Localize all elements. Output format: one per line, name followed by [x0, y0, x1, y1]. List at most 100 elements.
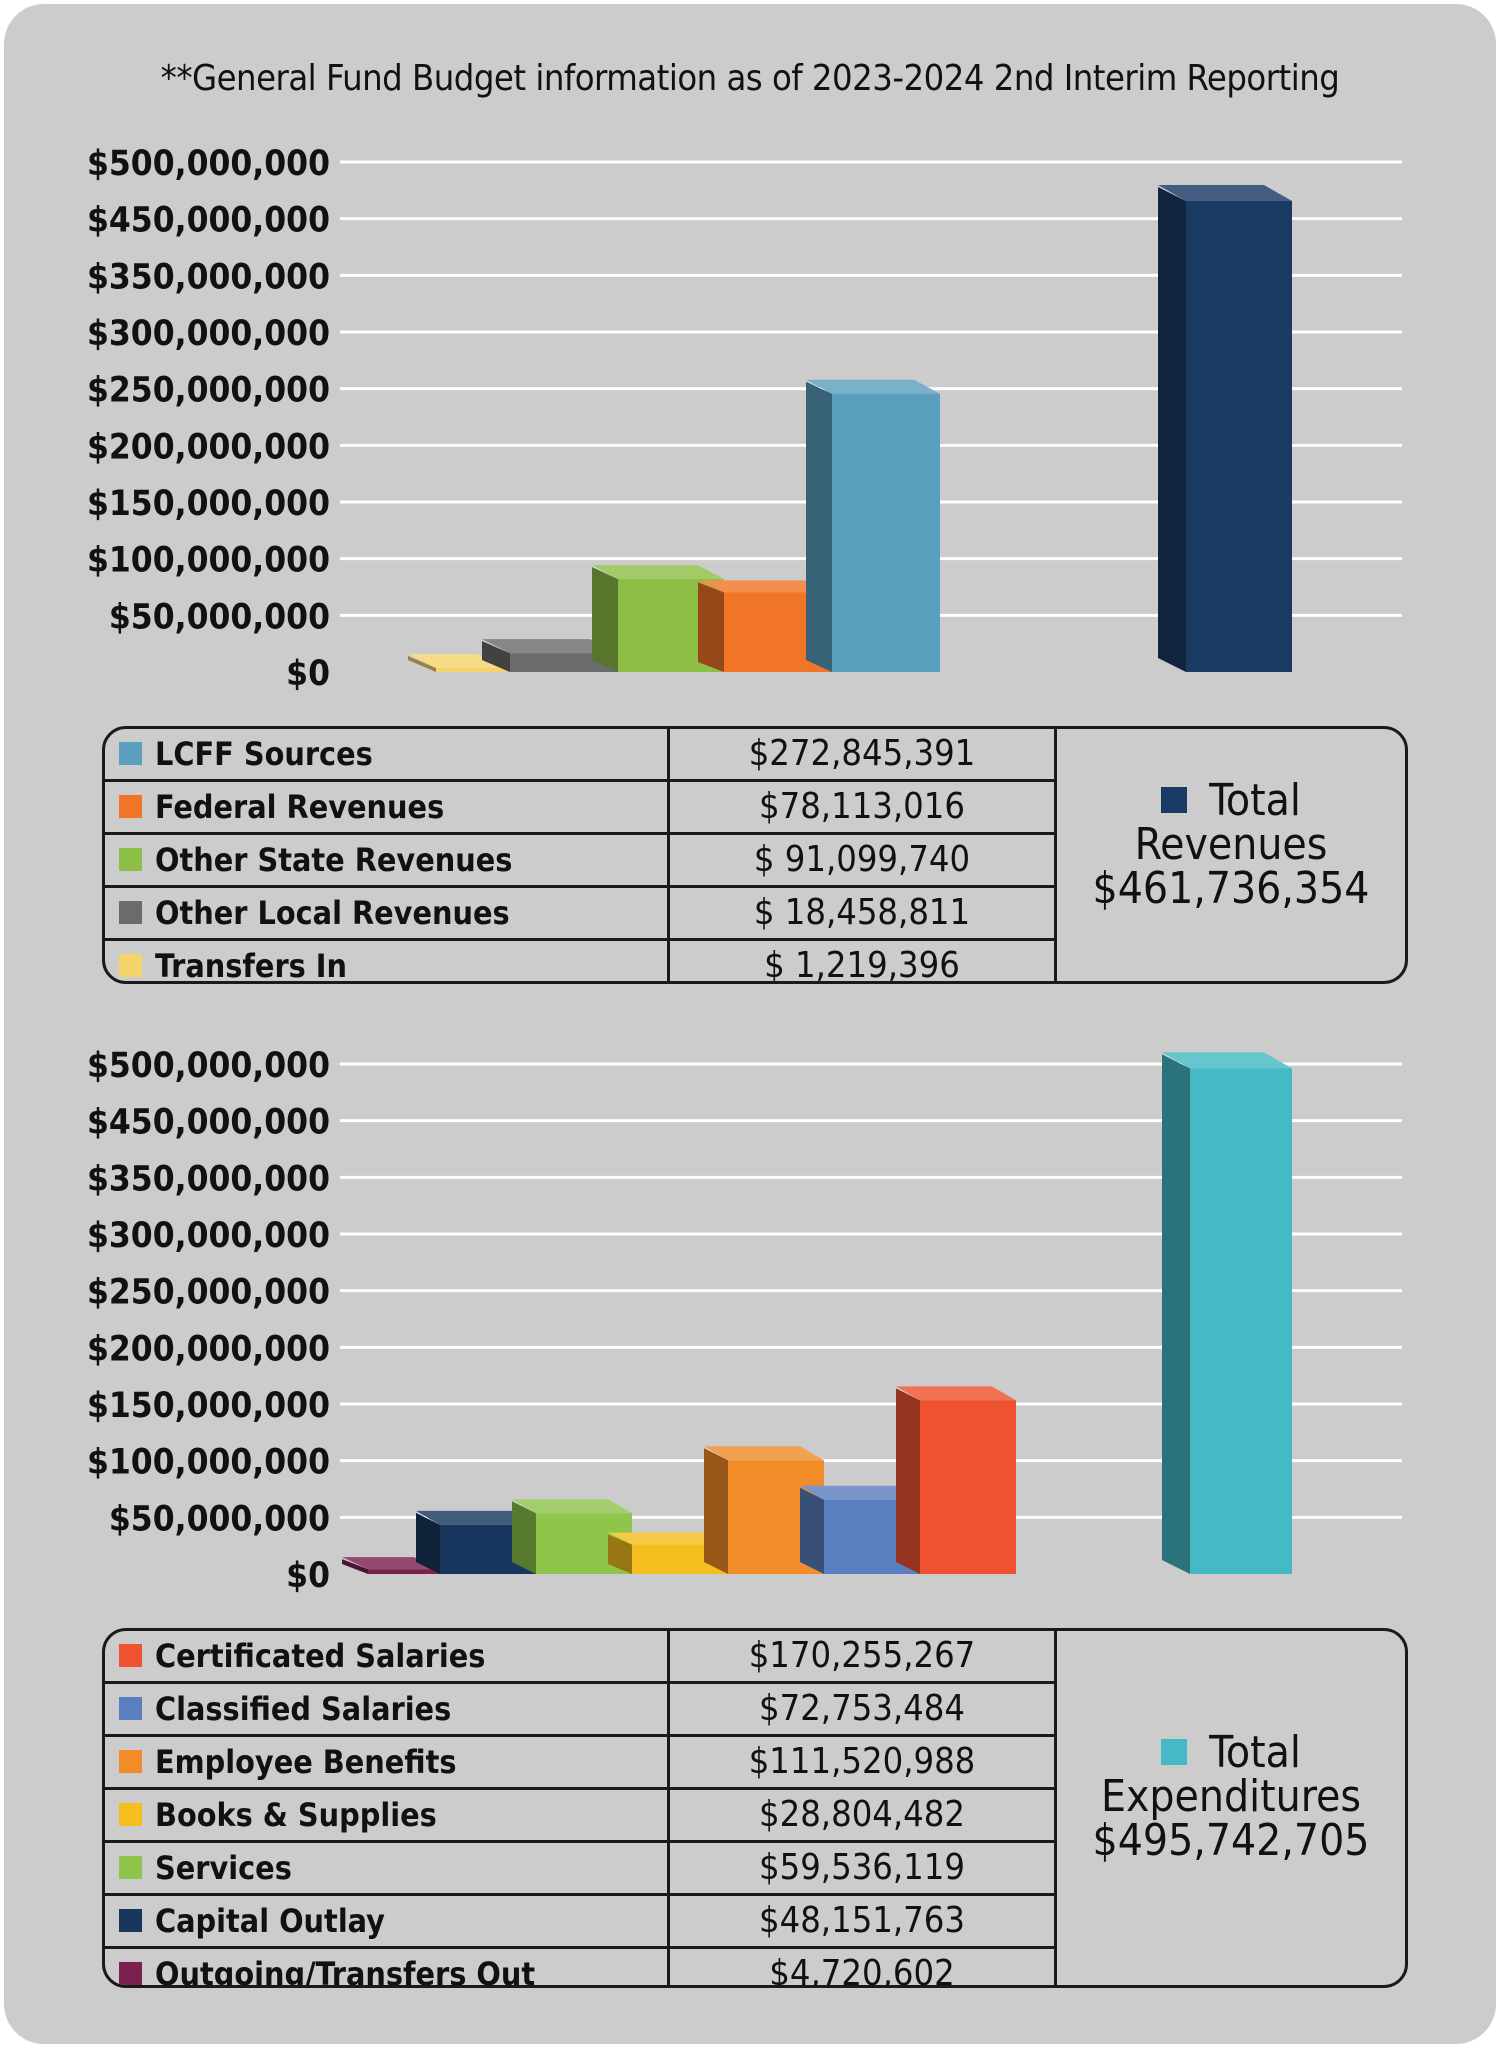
expenditures-table: Certificated Salaries $170,255,267 Class…: [102, 1628, 1408, 1988]
bar-top: [512, 1499, 632, 1514]
row-value: $ 18,458,811: [753, 892, 971, 933]
row-value: $111,520,988: [748, 1741, 976, 1782]
legend-swatch: [119, 1697, 142, 1720]
table-row: Other Local Revenues $ 18,458,811: [105, 888, 1054, 941]
y-tick-label: $50,000,000: [109, 1499, 330, 1539]
row-label: Books & Supplies: [155, 1796, 437, 1834]
total-label-2: Expenditures: [1100, 1771, 1362, 1822]
bar-outgoing-transfers-out: [342, 1557, 440, 1574]
row-value: $78,113,016: [759, 786, 965, 827]
bar-total-expenditures: [1162, 1052, 1292, 1574]
row-value: $72,753,484: [759, 1688, 965, 1729]
table-row: Capital Outlay $48,151,763: [105, 1896, 1054, 1949]
bar-total-revenues: [1158, 185, 1292, 672]
row-label: Certificated Salaries: [155, 1637, 486, 1675]
row-label: Transfers In: [155, 947, 347, 984]
bar-lcff-sources: [806, 379, 940, 672]
expenditures-rows: Certificated Salaries $170,255,267 Class…: [105, 1631, 1057, 1985]
bar-top: [1162, 1052, 1292, 1069]
bar-side: [698, 582, 724, 672]
y-tick-label: $50,000,000: [109, 597, 330, 637]
bar-side: [408, 656, 436, 672]
y-tick-label: $450,000,000: [87, 201, 330, 241]
table-row: Other State Revenues $ 91,099,740: [105, 835, 1054, 888]
bar-top: [896, 1386, 1016, 1401]
legend-swatch: [119, 795, 142, 818]
table-row: Services $59,536,119: [105, 1843, 1054, 1896]
row-label: Federal Revenues: [155, 788, 445, 826]
row-value: $ 91,099,740: [753, 839, 971, 880]
y-tick-label: $250,000,000: [87, 371, 330, 411]
legend-swatch: [119, 954, 142, 977]
bar-top: [704, 1446, 824, 1461]
row-label: Other Local Revenues: [155, 894, 510, 932]
row-value: $170,255,267: [748, 1635, 976, 1676]
revenues-rows: LCFF Sources $272,845,391 Federal Revenu…: [105, 729, 1057, 981]
total-label: Total: [1209, 775, 1301, 826]
row-label: Outgoing/Transfers Out: [155, 1955, 536, 1988]
row-label: Employee Benefits: [155, 1743, 457, 1781]
bar-front: [510, 653, 618, 672]
bar-side: [896, 1388, 920, 1574]
row-label: Capital Outlay: [155, 1902, 385, 1940]
total-expenditures: Total Expenditures $495,742,705: [1057, 1731, 1405, 1863]
bar-side: [806, 381, 832, 672]
legend-swatch: [119, 848, 142, 871]
total-label-2: Revenues: [1134, 819, 1328, 870]
bar-side: [608, 1534, 632, 1574]
total-revenues: Total Revenues $461,736,354: [1057, 779, 1405, 911]
bar-employee-benefits: [704, 1446, 824, 1574]
row-value: $4,720,602: [769, 1953, 955, 1988]
row-value: $ 1,219,396: [764, 945, 960, 984]
table-row: Outgoing/Transfers Out $4,720,602: [105, 1949, 1054, 1988]
table-row: Employee Benefits $111,520,988: [105, 1737, 1054, 1790]
y-tick-label: $150,000,000: [87, 484, 330, 524]
legend-swatch: [119, 742, 142, 765]
bar-side: [1162, 1054, 1190, 1574]
bar-top: [806, 379, 940, 394]
expenditures-chart: $0 $50,000,000 $100,000,000 $150,000,000 $20…: [87, 1046, 1402, 1596]
bar-transfers-in: [408, 654, 506, 672]
bar-side: [512, 1501, 536, 1574]
y-tick-label: $200,000,000: [87, 427, 330, 467]
table-row: Federal Revenues $78,113,016: [105, 782, 1054, 835]
bar-top: [800, 1485, 920, 1500]
row-value: $28,804,482: [759, 1794, 965, 1835]
bar-top: [608, 1532, 728, 1545]
y-tick-label: $300,000,000: [87, 1216, 330, 1256]
bar-side: [704, 1448, 728, 1574]
y-tick-label: $100,000,000: [87, 1443, 330, 1483]
y-tick-label: $0: [286, 1556, 330, 1596]
table-row: Transfers In $ 1,219,396: [105, 941, 1054, 984]
bar-certificated-salaries: [896, 1386, 1016, 1574]
legend-swatch: [119, 1750, 142, 1773]
bar-top: [342, 1557, 440, 1570]
legend-swatch: [119, 1909, 142, 1932]
table-row: LCFF Sources $272,845,391: [105, 729, 1054, 782]
bar-other-local-revenues: [482, 639, 618, 672]
column-divider: [667, 1631, 670, 1985]
row-value: $59,536,119: [759, 1847, 965, 1888]
bar-side: [800, 1487, 824, 1574]
page-title: **General Fund Budget information as of …: [160, 58, 1340, 99]
row-label: Classified Salaries: [155, 1690, 452, 1728]
row-label: Other State Revenues: [155, 841, 513, 879]
bar-side: [592, 567, 618, 672]
row-value: $48,151,763: [759, 1900, 965, 1941]
bar-top: [1158, 185, 1292, 202]
row-label: Services: [155, 1849, 292, 1887]
bar-front: [920, 1400, 1016, 1574]
y-tick-label: $500,000,000: [87, 1046, 330, 1086]
bar-front: [368, 1569, 440, 1574]
legend-swatch: [119, 1644, 142, 1667]
bar-front: [832, 393, 940, 672]
total-value: $461,736,354: [1092, 863, 1370, 914]
bar-side: [1158, 187, 1186, 672]
bar-front: [1190, 1068, 1292, 1574]
bar-top: [698, 580, 832, 593]
y-tick-label: $200,000,000: [87, 1329, 330, 1369]
revenues-table: LCFF Sources $272,845,391 Federal Revenu…: [102, 726, 1408, 984]
total-revenues-swatch: [1161, 787, 1188, 813]
bar-top: [482, 639, 618, 654]
bar-top: [408, 654, 506, 668]
